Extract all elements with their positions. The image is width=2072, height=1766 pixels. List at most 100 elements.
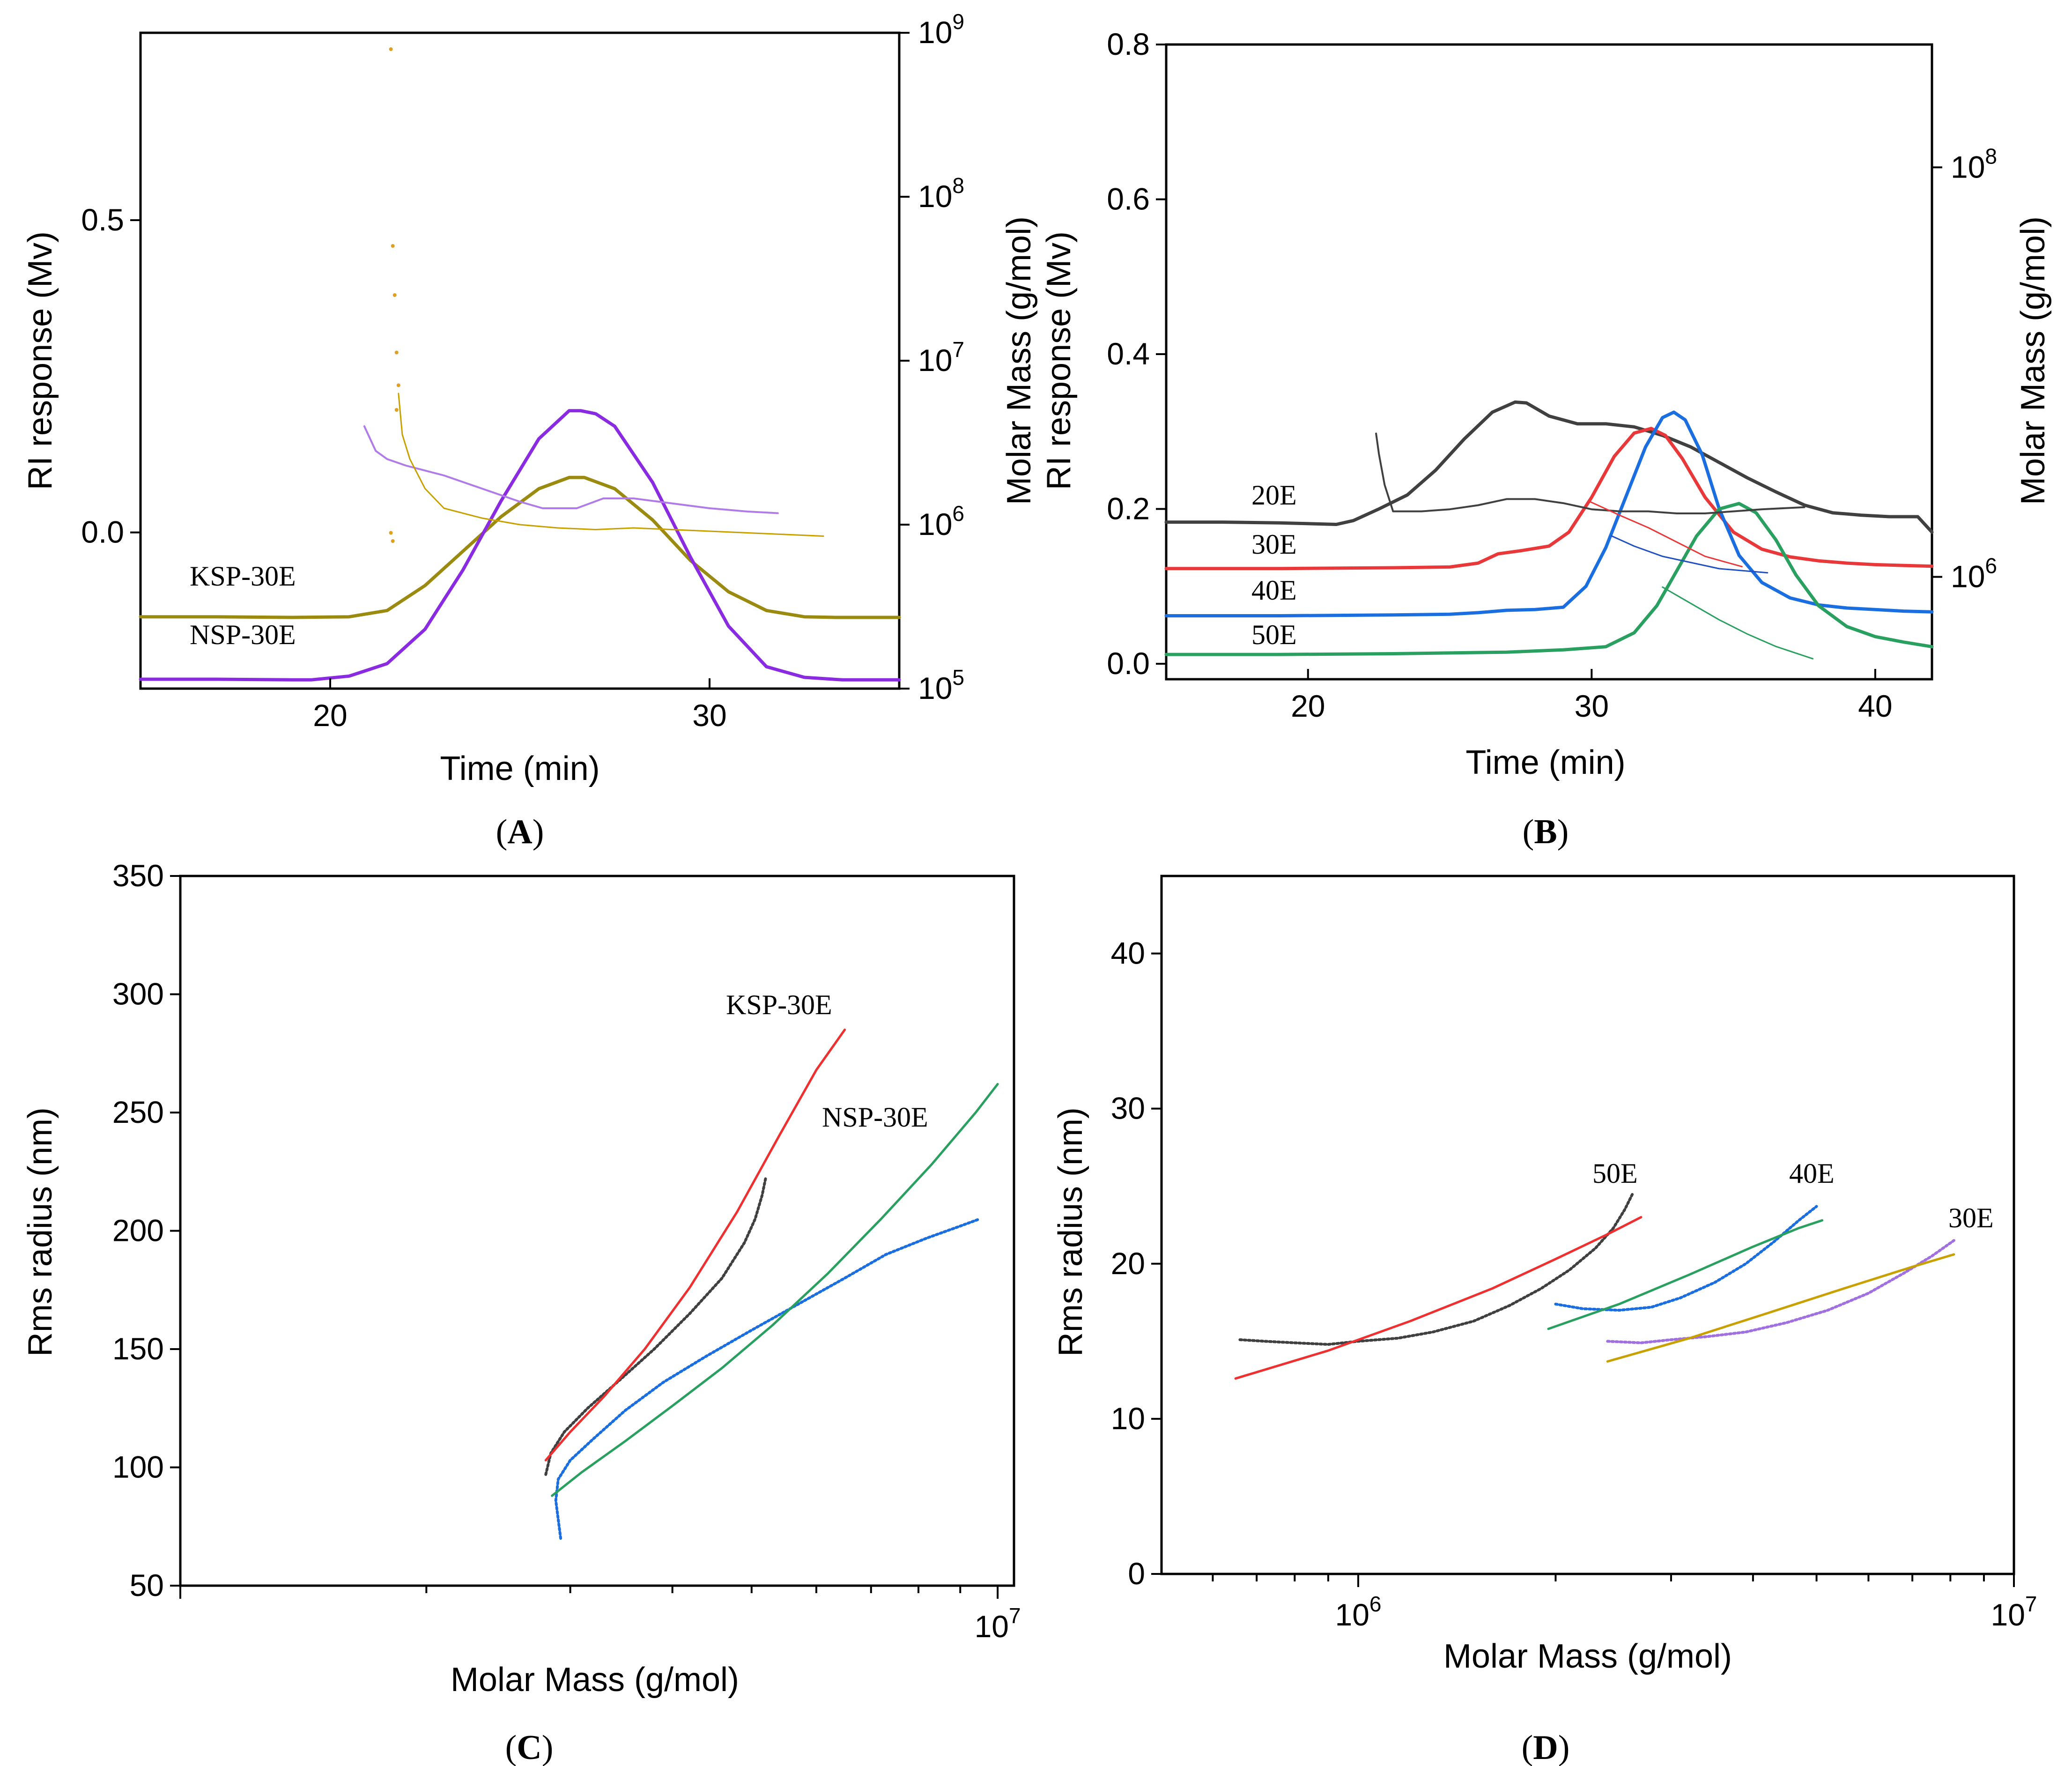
- panel-a-point-ksp-30e-scattered-points-4: [396, 383, 400, 387]
- panel-d-x-tick-label-7: 107: [1991, 1592, 2037, 1632]
- panel-c-series-ksp-30e-fit: [544, 1028, 846, 1462]
- panel-b-label-40e: 40E: [1251, 575, 1297, 606]
- panel-a-point-ksp-30e-scattered-points-6: [391, 539, 395, 543]
- panel-d-y-axis-label: Rms radius (nm): [1052, 1107, 1089, 1357]
- panel-a-x-axis-label: Time (min): [440, 750, 599, 787]
- panel-a-series-nsp-30e: [139, 409, 901, 682]
- panel-c-y-tick-label-100: 100: [112, 1450, 164, 1484]
- panel-d-label-30e: 30E: [1948, 1202, 1994, 1233]
- panel-b-label-30e: 30E: [1251, 529, 1297, 560]
- panel-a-label-nsp-30e: NSP-30E: [190, 619, 296, 650]
- panel-b-series-40e-molar-mass: [1611, 535, 1769, 574]
- panel-d-y-tick-label-0: 0: [1128, 1556, 1145, 1591]
- panel-d-plot-frame: [1160, 875, 2015, 1575]
- panel-a-point-ksp-30e-scattered-points-3: [394, 350, 399, 355]
- panel-a-y2-axis-label: Molar Mass (g/mol): [1000, 216, 1038, 505]
- panel-b-x-axis-label: Time (min): [1465, 744, 1625, 781]
- panel-a-point-ksp-30e-scattered-points-5: [394, 408, 399, 412]
- panel-a-ticks: 20 30 0.0 0.5 105 106 107 108 109: [81, 9, 964, 733]
- panel-b-series-30e: [1164, 427, 1934, 571]
- panel-b-y-tick-label-0-8: 0.8: [1107, 27, 1150, 61]
- panel-d-series-30e-fit: [1606, 1253, 1955, 1363]
- panel-c-chart: 107 50 100 150 200 250 300 350 Molar Mass (g/mo…: [22, 858, 1021, 1766]
- panel-d-series-50e-fit: [1234, 1216, 1643, 1380]
- panel-d-x-tick-label-6: 106: [1335, 1592, 1381, 1632]
- panel-b-caption: (B): [1523, 813, 1569, 851]
- panel-c-y-axis-label: Rms radius (nm): [22, 1107, 59, 1357]
- panel-a-y-axis-label: RI response (Mv): [22, 231, 59, 490]
- panel-a-chart: 20 30 0.0 0.5 105 106 107 108 109 Time (min) RI …: [22, 9, 1038, 851]
- panel-d-x-axis-label: Molar Mass (g/mol): [1443, 1638, 1732, 1675]
- panel-a-marks: [139, 47, 901, 682]
- panel-a-y2-tick-label-6: 106: [918, 501, 964, 542]
- panel-c-label-ksp-30e: KSP-30E: [726, 989, 832, 1020]
- panel-a-series-nsp-30e-molar-mass: [363, 425, 779, 514]
- panel-c-y-tick-label-350: 350: [112, 858, 164, 893]
- panel-d-chart: 106 107 0 10 20 30 40 Molar Mass (g/mol) Rms r…: [1052, 875, 2037, 1766]
- panel-d-label-50e: 50E: [1592, 1158, 1638, 1189]
- panel-b-x-tick-label-40: 40: [1858, 689, 1892, 723]
- panel-c-series-nsp-30e-data: [554, 1217, 981, 1540]
- panel-a-point-ksp-30e-scattered-points-1: [391, 244, 395, 248]
- panel-d-label-40e: 40E: [1789, 1158, 1835, 1189]
- panel-b-y-tick-label-0-6: 0.6: [1107, 181, 1150, 216]
- panel-b-y-tick-label-0-0: 0.0: [1107, 646, 1150, 681]
- panel-a-y-tick-label-0-0: 0.0: [81, 515, 124, 549]
- panel-d-series-30e-data: [1606, 1239, 1955, 1344]
- panel-b-x-tick-label-20: 20: [1291, 689, 1325, 723]
- panel-d-series-40e-data: [1554, 1205, 1818, 1312]
- panel-a-point-ksp-30e-scattered-points-7: [389, 531, 393, 535]
- panel-c-series-ksp-30e-data: [544, 1177, 767, 1476]
- panel-b-y2-tick-label-8: 108: [1951, 144, 1997, 184]
- panel-b-series-50e-molar-mass: [1662, 586, 1814, 660]
- panel-b-series-30e-molar-mass: [1588, 500, 1743, 568]
- panel-b-ticks: 20 30 40 0.0 0.2 0.4 0.6 0.8 106 108: [1107, 27, 1997, 723]
- panel-b-y-tick-label-0-2: 0.2: [1107, 491, 1150, 526]
- panel-c-caption: (C): [505, 1729, 554, 1766]
- panel-b-chart: 20 30 40 0.0 0.2 0.4 0.6 0.8 106 108 Time (min) R…: [1040, 27, 2052, 851]
- panel-b-y-tick-label-0-4: 0.4: [1107, 336, 1150, 371]
- panel-b-series-20e: [1164, 400, 1934, 534]
- panel-c-plot-frame: [179, 875, 1015, 1587]
- panel-d-marks: [1234, 1192, 1955, 1380]
- panel-b-label-20e: 20E: [1251, 480, 1297, 511]
- panel-d-series-50e-data: [1238, 1192, 1634, 1346]
- panel-c-label-nsp-30e: NSP-30E: [822, 1102, 928, 1133]
- panel-a-x-tick-label-30: 30: [692, 698, 726, 733]
- panel-b-y2-tick-label-6: 106: [1951, 553, 1997, 594]
- panel-a-y2-tick-label-5: 105: [918, 665, 964, 705]
- panel-a-y2-tick-label-8: 108: [918, 173, 964, 214]
- panel-b-series-50e: [1164, 502, 1934, 656]
- panel-a-y2-tick-label-7: 107: [918, 337, 964, 378]
- panel-c-marks: [544, 1028, 999, 1540]
- panel-d-y-tick-label-30: 30: [1111, 1091, 1145, 1126]
- panel-c-ticks: 107 50 100 150 200 250 300 350: [112, 858, 1021, 1644]
- panel-b-series-20e-molar-mass: [1375, 432, 1806, 514]
- panel-d-ticks: 106 107 0 10 20 30 40: [1111, 936, 2037, 1632]
- panel-c-y-tick-label-250: 250: [112, 1095, 164, 1129]
- panel-a-caption: (A): [496, 813, 544, 851]
- panel-c-y-tick-label-150: 150: [112, 1331, 164, 1366]
- panel-d-series-40e-fit: [1547, 1219, 1824, 1330]
- panel-c-x-tick-label-7: 107: [975, 1603, 1021, 1644]
- panel-a-x-tick-label-20: 20: [313, 698, 347, 733]
- panel-a-point-ksp-30e-scattered-points-0: [389, 47, 393, 51]
- panel-b-y-axis-label: RI response (Mv): [1040, 231, 1078, 490]
- panel-b-y2-axis-label: Molar Mass (g/mol): [2014, 216, 2052, 505]
- panel-c-x-axis-label: Molar Mass (g/mol): [451, 1661, 739, 1699]
- panel-b-plot-frame: [1165, 43, 1933, 681]
- panel-b-label-50e: 50E: [1251, 619, 1297, 650]
- panel-c-y-tick-label-50: 50: [130, 1568, 164, 1603]
- panel-a-y-tick-label-0-5: 0.5: [81, 202, 124, 237]
- panel-d-y-tick-label-40: 40: [1111, 936, 1145, 971]
- panel-d-y-tick-label-10: 10: [1111, 1401, 1145, 1436]
- panel-a-y2-tick-label-9: 109: [918, 9, 964, 50]
- panel-b-marks: [1164, 400, 1934, 660]
- panel-a-label-ksp-30e: KSP-30E: [190, 561, 296, 592]
- panel-c-series-nsp-30e-fit: [551, 1083, 999, 1497]
- panel-b-x-tick-label-30: 30: [1575, 689, 1609, 723]
- panel-a-series-ksp-30e: [139, 475, 901, 619]
- panel-a-point-ksp-30e-scattered-points-2: [392, 293, 397, 297]
- panel-d-caption: (D): [1522, 1729, 1570, 1766]
